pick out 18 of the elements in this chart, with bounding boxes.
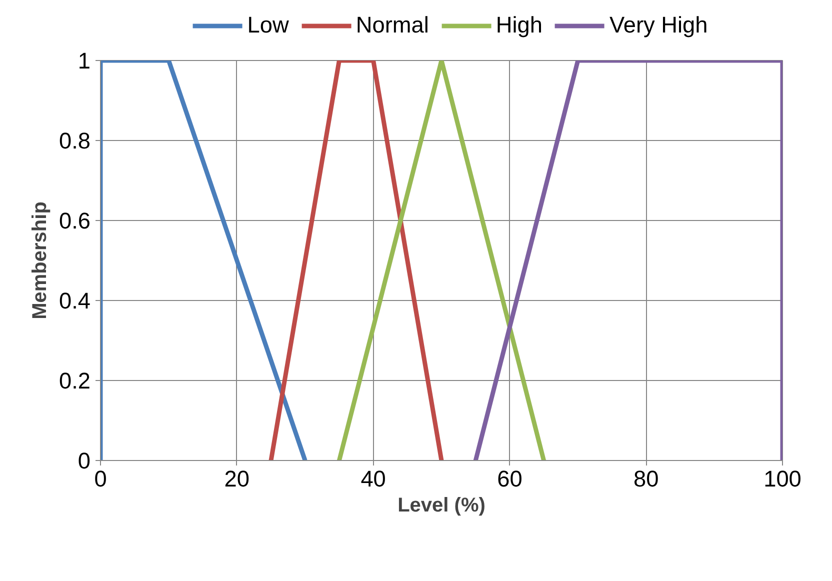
y-tick-label: 0.4	[59, 288, 91, 314]
legend-label: High	[496, 12, 542, 38]
x-tick-label: 0	[94, 466, 107, 492]
x-tick-label: 60	[497, 466, 522, 492]
x-tick-label: 40	[360, 466, 386, 492]
x-tick-label: 80	[634, 466, 659, 492]
x-axis-title: Level (%)	[398, 494, 486, 516]
y-tick-label: 0.8	[59, 128, 91, 154]
legend-label: Low	[247, 12, 289, 38]
y-axis-title: Membership	[29, 202, 52, 320]
y-tick-label: 0	[78, 448, 91, 474]
y-tick-label: 1	[78, 48, 91, 74]
legend-label: Very High	[609, 12, 708, 38]
legend-label: Normal	[356, 12, 429, 38]
y-tick-label: 0.6	[59, 208, 91, 234]
x-tick-label: 20	[224, 466, 250, 492]
x-tick-label: 100	[764, 466, 802, 492]
y-tick-label: 0.2	[59, 368, 91, 394]
